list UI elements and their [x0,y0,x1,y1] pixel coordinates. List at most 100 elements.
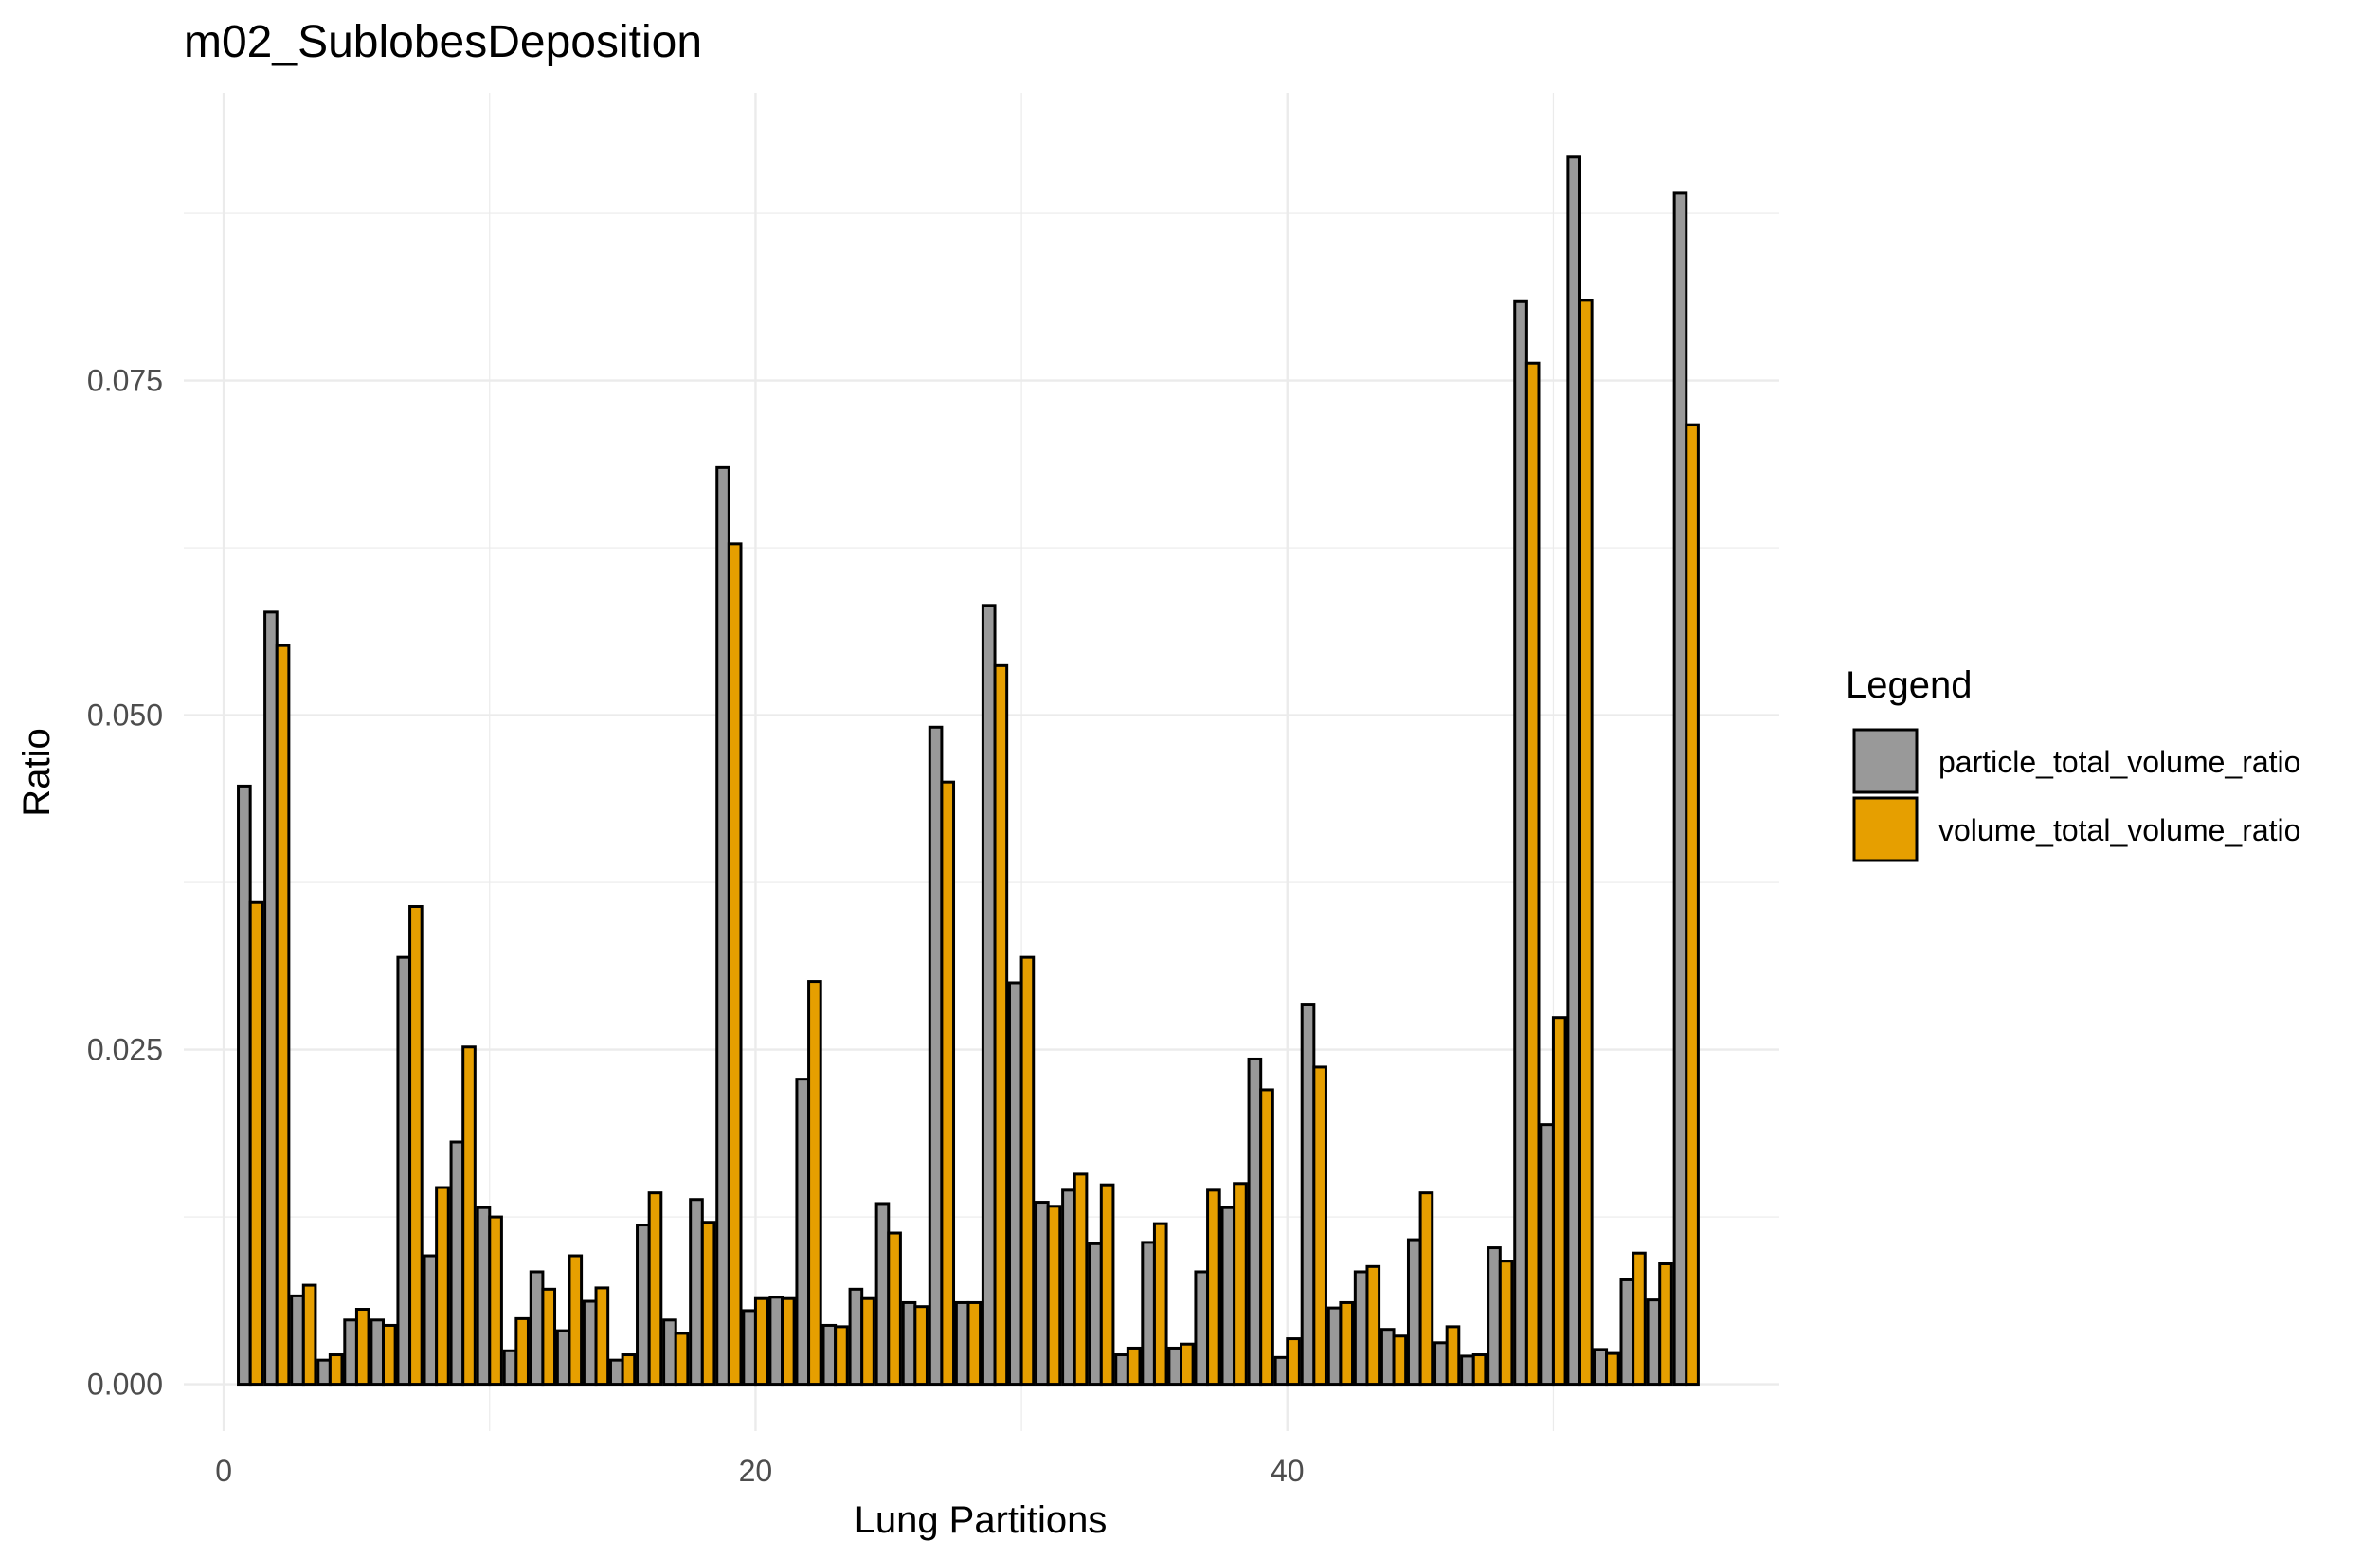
bar-particle-41 [1300,1003,1316,1387]
bar-particle-1 [237,784,252,1387]
bar-volume-32 [1073,1172,1089,1387]
bar-particle-7 [396,955,412,1387]
bar-volume-53 [1632,1251,1647,1387]
legend-key-1 [1852,796,1919,862]
bar-particle-6 [370,1318,385,1387]
bar-volume-54 [1658,1262,1673,1387]
bar-particle-17 [662,1318,677,1387]
bar-volume-31 [1046,1205,1062,1387]
bar-volume-6 [382,1323,397,1387]
bar-volume-10 [488,1215,503,1387]
bar-particle-55 [1672,191,1688,1387]
bar-particle-24 [848,1287,864,1387]
chart-title: m02_SublobesDeposition [184,17,702,67]
bar-particle-26 [901,1300,917,1387]
y-tick-label-1: 0.025 [87,1033,163,1067]
bar-particle-51 [1566,155,1581,1387]
bar-volume-37 [1206,1188,1221,1387]
bar-volume-43 [1365,1264,1381,1387]
bar-volume-13 [568,1254,584,1387]
bar-particle-11 [502,1349,518,1387]
bar-volume-46 [1445,1325,1461,1387]
bar-particle-39 [1247,1057,1263,1387]
bar-particle-47 [1460,1354,1475,1387]
bars [237,155,1700,1387]
bar-particle-36 [1167,1346,1182,1387]
bar-volume-25 [887,1231,902,1387]
bar-volume-1 [248,900,264,1387]
bar-particle-49 [1513,299,1528,1387]
bar-particle-31 [1035,1201,1050,1387]
bar-particle-27 [928,725,944,1387]
y-axis-title: Ratio [16,728,58,816]
bar-particle-40 [1273,1355,1289,1387]
bar-volume-19 [727,542,743,1387]
bar-volume-7 [408,904,424,1387]
bar-volume-38 [1233,1182,1248,1387]
bar-volume-45 [1418,1191,1434,1387]
bar-volume-49 [1524,361,1541,1387]
bar-volume-8 [435,1186,450,1387]
bar-volume-14 [594,1286,610,1387]
bar-volume-20 [753,1296,769,1387]
bar-particle-53 [1619,1278,1635,1387]
x-tick-label-2: 40 [1271,1454,1305,1488]
bar-volume-15 [621,1353,637,1387]
bar-volume-9 [461,1045,477,1387]
bar-particle-45 [1406,1238,1422,1387]
bar-volume-51 [1578,299,1594,1387]
bar-particle-19 [715,465,730,1387]
bar-particle-25 [874,1202,891,1387]
bar-volume-22 [807,980,822,1387]
y-tick-label-3: 0.075 [87,364,163,398]
y-tick-label-2: 0.050 [87,698,163,733]
bar-volume-5 [354,1308,370,1387]
bar-particle-3 [290,1294,305,1387]
bar-volume-34 [1126,1346,1142,1387]
bar-volume-44 [1392,1334,1408,1387]
bar-particle-38 [1220,1206,1236,1387]
bar-particle-30 [1007,981,1023,1387]
y-axis-ticks: 0.000 0.025 0.050 0.075 [87,364,163,1402]
legend: Legend particle_total_volume_ratiovolume… [1846,664,2300,862]
legend-items: particle_total_volume_ratio volume_total_… [1852,728,2300,862]
legend-key-0 [1852,728,1919,794]
bar-particle-4 [316,1358,332,1387]
bar-particle-8 [423,1254,439,1387]
bar-particle-16 [636,1224,651,1387]
bar-volume-27 [940,780,956,1387]
legend-title: Legend [1846,664,1972,706]
bar-particle-52 [1593,1348,1609,1387]
bar-volume-47 [1471,1353,1488,1387]
bar-particle-9 [449,1140,465,1387]
bar-particle-42 [1326,1306,1343,1387]
bar-particle-48 [1487,1246,1502,1387]
bar-particle-23 [821,1323,838,1387]
bar-particle-2 [263,610,279,1387]
bar-particle-33 [1088,1242,1103,1387]
bar-particle-37 [1194,1270,1210,1387]
bar-volume-39 [1259,1088,1274,1387]
bar-particle-20 [742,1309,757,1387]
bar-particle-21 [768,1296,784,1387]
bar-volume-24 [860,1296,875,1387]
bar-particle-5 [343,1318,358,1387]
bar-particle-12 [529,1270,545,1387]
bar-volume-48 [1498,1260,1514,1387]
bar-particle-29 [981,604,997,1387]
bar-volume-29 [993,663,1009,1387]
bar-volume-3 [301,1283,317,1387]
bar-particle-22 [795,1078,811,1387]
bar-volume-55 [1685,423,1700,1387]
bar-particle-32 [1061,1188,1076,1387]
legend-label-0: particle_total_volume_ratio [1938,745,2300,779]
x-tick-label-0: 0 [215,1454,232,1488]
bar-volume-16 [647,1191,663,1387]
bar-particle-50 [1540,1123,1555,1387]
bar-volume-35 [1152,1222,1168,1387]
bar-volume-12 [541,1287,557,1387]
bar-volume-18 [700,1221,716,1387]
bar-volume-23 [834,1325,849,1387]
